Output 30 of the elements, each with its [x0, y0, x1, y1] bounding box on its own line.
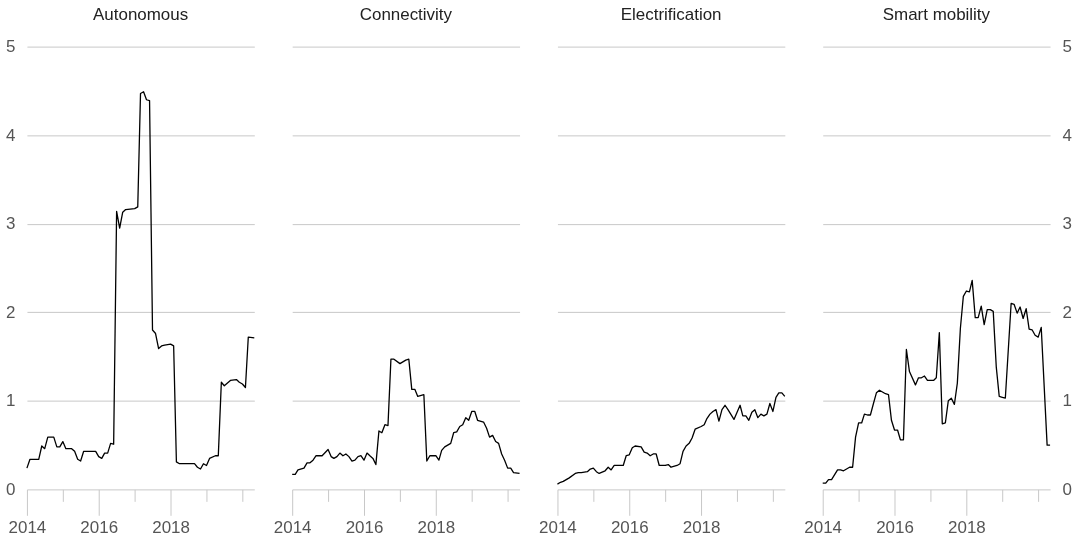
x-tick-label: 2016 — [80, 517, 119, 533]
x-tick-label: 2018 — [682, 517, 721, 533]
y-tick-label: 2 — [1062, 302, 1072, 322]
chart-title: Smart mobility — [882, 4, 991, 24]
y-tick-label: 1 — [6, 391, 16, 411]
x-tick-label: 2014 — [273, 517, 312, 533]
y-tick-label: 3 — [1062, 214, 1072, 234]
x-tick-label: 2016 — [345, 517, 384, 533]
x-tick-label: 2016 — [610, 517, 649, 533]
chart-title: Electrification — [620, 4, 722, 24]
x-tick-label: 2014 — [8, 517, 47, 533]
y-tick-label: 5 — [1062, 37, 1072, 57]
x-tick-label: 2016 — [876, 517, 914, 533]
chart-title: Connectivity — [359, 4, 453, 24]
y-tick-label: 0 — [6, 479, 16, 499]
y-tick-label: 0 — [1062, 479, 1072, 499]
x-tick-label: 2018 — [948, 517, 986, 533]
line-series — [822, 279, 1051, 484]
y-tick-label: 1 — [1062, 391, 1072, 411]
y-tick-label: 5 — [6, 37, 16, 57]
x-tick-label: 2018 — [152, 517, 190, 533]
y-tick-label: 4 — [6, 125, 16, 145]
x-tick-label: 2014 — [539, 517, 577, 533]
x-tick-label: 2018 — [417, 517, 456, 533]
line-series — [26, 91, 255, 470]
y-tick-label: 4 — [1062, 125, 1072, 145]
chart-title: Autonomous — [93, 4, 189, 24]
y-tick-label: 3 — [6, 214, 16, 234]
y-tick-label: 2 — [6, 302, 16, 322]
x-tick-label: 2014 — [804, 517, 843, 533]
